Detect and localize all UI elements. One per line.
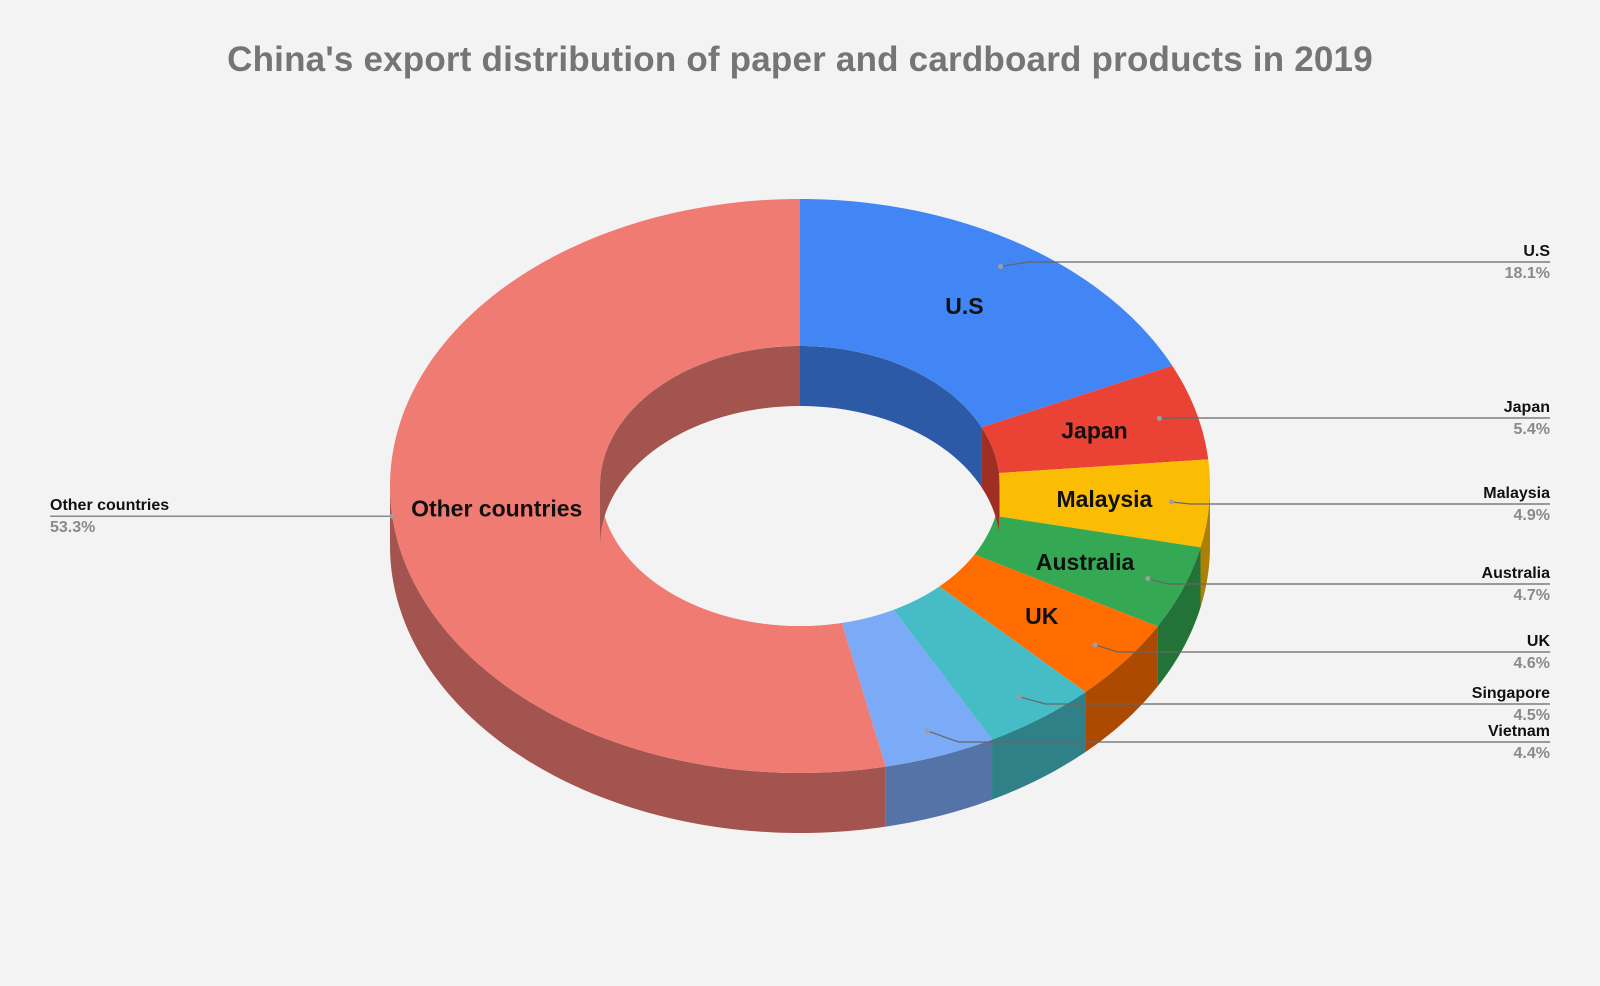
slice-label-uk: UK [1025,603,1059,629]
leader-dot-vietnam [924,728,930,734]
inner-wall-malaysia [999,473,1000,546]
slice-label-u-s: U.S [945,293,983,319]
slice-u-s [800,199,1173,428]
leader-dot-japan [1156,415,1162,421]
leader-line-malaysia [1171,501,1550,505]
leader-dot-u-s [998,264,1004,269]
leader-dot-australia [1145,576,1151,582]
callout-percent-u-s: 18.1% [1505,265,1550,282]
callout-name-malaysia: Malaysia [1483,485,1550,502]
callout-name-singapore: Singapore [1472,685,1550,702]
leader-line-u-s [1000,261,1550,268]
side-wall-uk [1085,626,1158,752]
leader-line-australia [1147,578,1550,585]
callout-name-other-countries: Other countries [50,497,169,514]
slice-label-australia: Australia [1036,549,1135,575]
inner-wall-japan [981,427,1000,534]
callout-percent-uk: 4.6% [1514,655,1550,672]
slice-label-japan: Japan [1061,418,1127,444]
callout-name-australia: Australia [1482,565,1551,582]
inner-hole-walls [600,346,1000,626]
leader-dot-singapore [1016,694,1022,700]
callout-name-japan: Japan [1504,399,1550,416]
callout-percent-other-countries: 53.3% [50,519,95,536]
donut-slices [390,199,1210,773]
side-wall-other-countries [390,486,886,833]
leader-dot-other-countries [389,513,395,519]
callout-name-uk: UK [1527,633,1551,650]
slice-malaysia [995,459,1210,548]
slice-uk [939,554,1158,692]
leader-dot-uk [1092,642,1098,648]
callout-name-u-s: U.S [1523,243,1550,260]
side-wall-malaysia [1200,486,1210,608]
slice-label-malaysia: Malaysia [1056,486,1152,512]
inner-wall-u-s [800,346,982,488]
leader-line-uk [1094,644,1550,653]
slice-label-other-countries: Other countries [411,496,582,522]
slice-vietnam [841,609,993,767]
slice-japan [981,365,1209,474]
side-wall-vietnam [885,739,993,827]
callout-percent-vietnam: 4.4% [1514,745,1550,762]
leader-lines [50,261,1550,743]
leader-line-singapore [1018,696,1550,705]
leader-line-vietnam [927,730,1550,743]
chart-title: China's export distribution of paper and… [227,40,1373,79]
side-wall-singapore [992,691,1086,800]
slice-australia [974,515,1201,627]
slice-other-countries [390,199,886,773]
callout-percent-malaysia: 4.9% [1514,507,1550,524]
labels: U.S Japan Malaysia Australia UK Other countri… [50,243,1550,762]
leader-dot-malaysia [1169,499,1174,505]
callout-percent-japan: 5.4% [1514,421,1550,438]
inner-wall-other-countries [600,346,800,546]
callout-percent-australia: 4.7% [1514,587,1550,604]
callout-percent-singapore: 4.5% [1514,707,1550,724]
callout-name-vietnam: Vietnam [1488,723,1550,740]
